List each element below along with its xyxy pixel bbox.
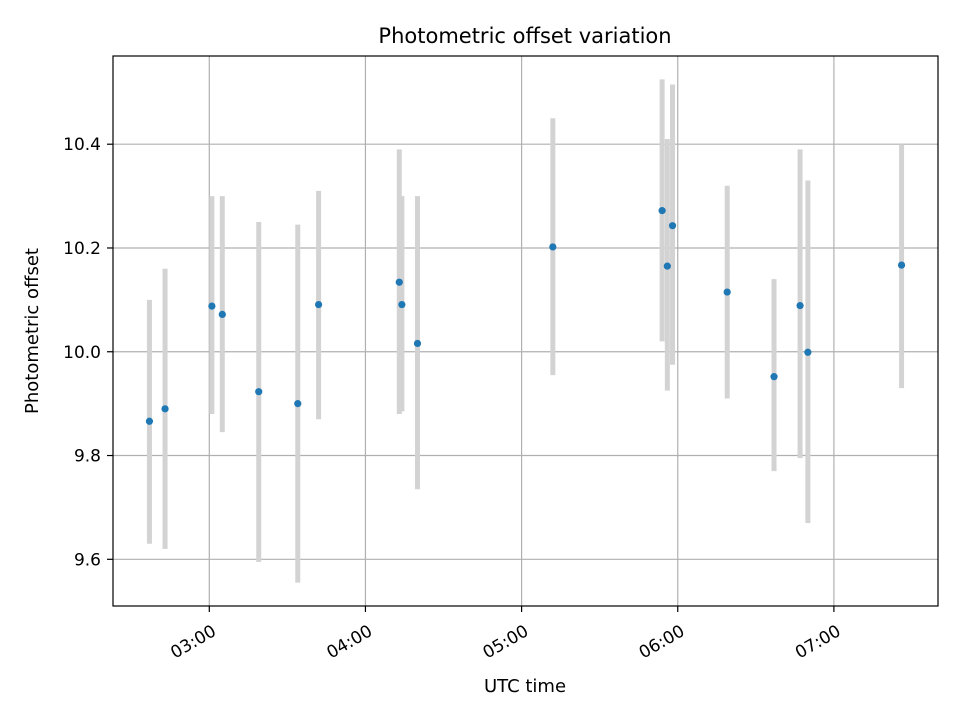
y-tick-label: 10.2 [63,239,101,259]
data-point [413,339,422,348]
y-axis-label: Photometric offset [22,248,43,414]
y-axis-ticks: 9.6 9.8 10.0 10.2 10.4 [63,135,113,570]
data-point [314,300,323,309]
y-tick-label: 10.0 [63,343,101,363]
data-point [161,405,169,413]
data-point [145,417,154,425]
data-point [897,261,906,269]
data-point [549,243,557,251]
data-points [145,207,906,425]
data-point [804,348,812,356]
data-point [398,300,406,309]
x-axis-label: UTC time [484,676,566,697]
data-point [218,310,226,318]
data-point [255,388,263,396]
y-tick-label: 9.6 [74,550,101,570]
data-point [723,288,731,296]
data-point [770,373,778,381]
data-point [658,207,666,215]
data-point [395,278,403,286]
data-point [663,262,671,270]
y-tick-label: 9.8 [74,447,101,467]
y-tick-label: 10.4 [63,135,101,155]
data-point [294,400,302,408]
data-point [208,302,216,310]
data-point [796,301,804,310]
plot-frame [112,55,939,607]
chart-title: Photometric offset variation [378,24,671,48]
data-point [668,222,677,230]
